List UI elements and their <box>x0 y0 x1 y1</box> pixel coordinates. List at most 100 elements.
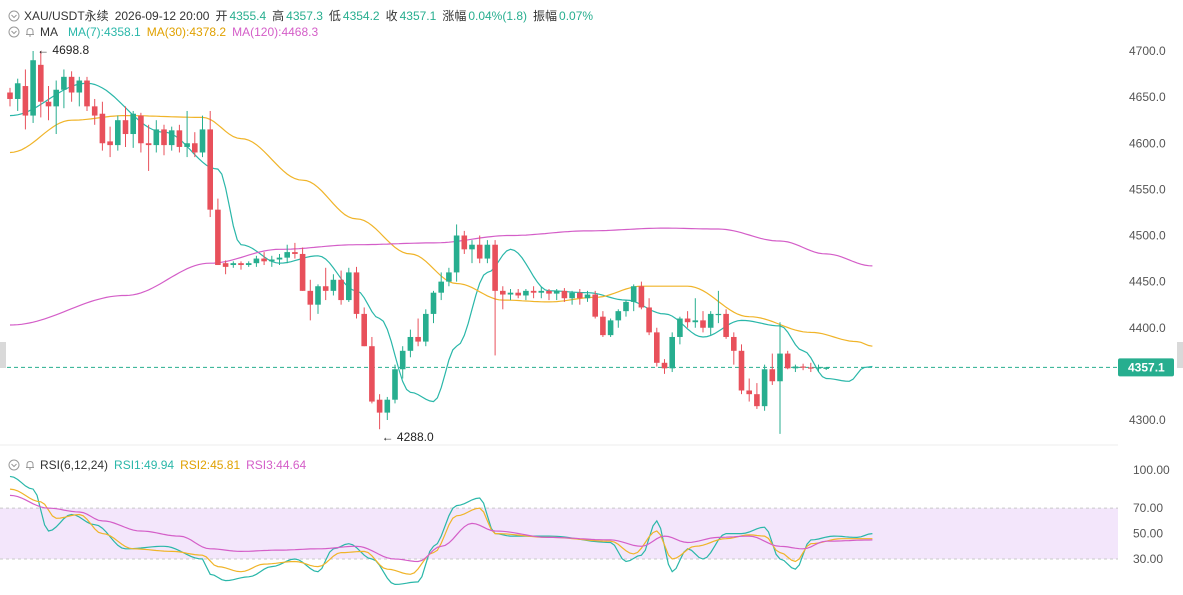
price-tick-label: 4500.0 <box>1129 229 1166 243</box>
rsi-tick-label: 30.00 <box>1133 552 1163 566</box>
change-label: 涨幅 <box>442 9 467 23</box>
rsi-tick-label: 100.00 <box>1133 463 1170 477</box>
candle-body <box>684 318 691 323</box>
candle-body <box>207 129 213 210</box>
price-tick-label: 4400.0 <box>1129 321 1166 335</box>
candle-body <box>138 115 144 144</box>
candle-body <box>276 257 283 260</box>
close-value: 4357.1 <box>399 8 437 23</box>
candle-body <box>738 350 745 391</box>
candle-body <box>68 76 75 93</box>
candle-body <box>561 290 568 299</box>
candle-body <box>61 76 67 90</box>
candle-body <box>7 92 13 99</box>
candle-body <box>654 332 660 363</box>
candle-body <box>76 80 83 93</box>
candle-body <box>453 235 460 273</box>
price-tick-label: 4450.0 <box>1129 275 1166 289</box>
bell-icon[interactable] <box>24 459 36 471</box>
candle-body <box>600 316 606 336</box>
rsi-tick-label: 50.00 <box>1133 527 1163 541</box>
candle-body <box>492 244 498 291</box>
candle-body <box>530 290 537 293</box>
open-label: 开 <box>215 9 228 23</box>
candle-body <box>731 336 737 351</box>
price-tick-label: 4700.0 <box>1129 44 1166 58</box>
candle-body <box>353 272 360 314</box>
candle-body <box>107 141 113 146</box>
candle-body <box>754 394 760 407</box>
right-scroll-handle[interactable] <box>1177 342 1183 368</box>
series-line-rsi3 <box>9 494 873 563</box>
candle-body <box>215 209 221 266</box>
candle-body <box>715 313 722 316</box>
rsi-title: RSI(6,12,24) <box>40 458 109 472</box>
candle-body <box>661 362 668 369</box>
candle-body <box>376 399 383 413</box>
low-value: 4354.2 <box>342 8 380 23</box>
rsi2-legend: RSI2:45.81 <box>180 458 241 472</box>
candle-body <box>692 320 699 323</box>
collapse-chevron-icon[interactable] <box>8 10 20 22</box>
high-marker: ← 4698.8 <box>37 43 89 57</box>
low-marker: ← 4288.0 <box>382 430 434 444</box>
candle-body <box>30 60 36 116</box>
candle-body <box>369 346 375 402</box>
low-label: 低 <box>328 9 341 23</box>
candle-body <box>322 286 329 291</box>
amplitude-value: 0.07% <box>559 8 594 23</box>
candle-body <box>307 290 314 305</box>
close-label: 收 <box>385 9 398 23</box>
candle-body <box>669 336 675 369</box>
candle-body <box>130 113 136 135</box>
candle-body <box>615 311 622 321</box>
price-tick-label: 4300.0 <box>1129 413 1166 427</box>
symbol-label: XAU/USDT永续 <box>24 9 109 23</box>
rsi-band <box>0 508 1118 559</box>
candle-body <box>623 301 629 312</box>
candle-body <box>500 290 506 295</box>
price-tick-label: 4550.0 <box>1129 182 1166 196</box>
series-line-ma30 <box>9 114 873 347</box>
collapse-chevron-icon[interactable] <box>8 26 20 38</box>
candle-body <box>399 350 406 370</box>
candle-body <box>22 86 29 116</box>
candle-body <box>746 390 752 395</box>
collapse-chevron-icon[interactable] <box>8 459 20 471</box>
candle-body <box>423 313 429 342</box>
candle-body <box>384 399 391 413</box>
candle-body <box>14 83 21 99</box>
candle-body <box>638 286 645 308</box>
candle-body <box>800 366 806 368</box>
candle-body <box>192 143 198 153</box>
price-tick-label: 4600.0 <box>1129 136 1166 150</box>
candle-body <box>577 292 583 299</box>
left-scroll-handle[interactable] <box>0 342 6 368</box>
candle-body <box>199 129 206 153</box>
candle-body <box>392 369 398 400</box>
candle-body <box>330 279 337 291</box>
ma-title: MA <box>40 25 58 39</box>
candle-body <box>469 244 475 250</box>
candle-body <box>484 244 491 259</box>
candle-body <box>161 129 167 146</box>
bell-icon[interactable] <box>24 26 36 38</box>
candle-body <box>346 272 352 301</box>
ohlc-header: XAU/USDT永续 2026-09-12 20:00 开 4355.4 高 4… <box>8 7 599 24</box>
rsi1-legend: RSI1:49.94 <box>114 458 175 472</box>
rsi-tick-label: 70.00 <box>1133 501 1163 515</box>
candle-body <box>723 313 729 337</box>
candle-body <box>677 318 683 337</box>
datetime-label: 2026-09-12 20:00 <box>114 8 210 23</box>
candle-body <box>284 252 290 258</box>
candle-body <box>53 89 59 107</box>
candle-body <box>253 258 260 264</box>
candle-body <box>361 313 367 347</box>
candle-body <box>184 143 190 147</box>
ma120-legend: MA(120):4468.3 <box>232 25 319 39</box>
candle-body <box>446 272 452 282</box>
price-tick-label: 4650.0 <box>1129 90 1166 104</box>
change-value: 0.04%(1.8) <box>468 8 528 23</box>
